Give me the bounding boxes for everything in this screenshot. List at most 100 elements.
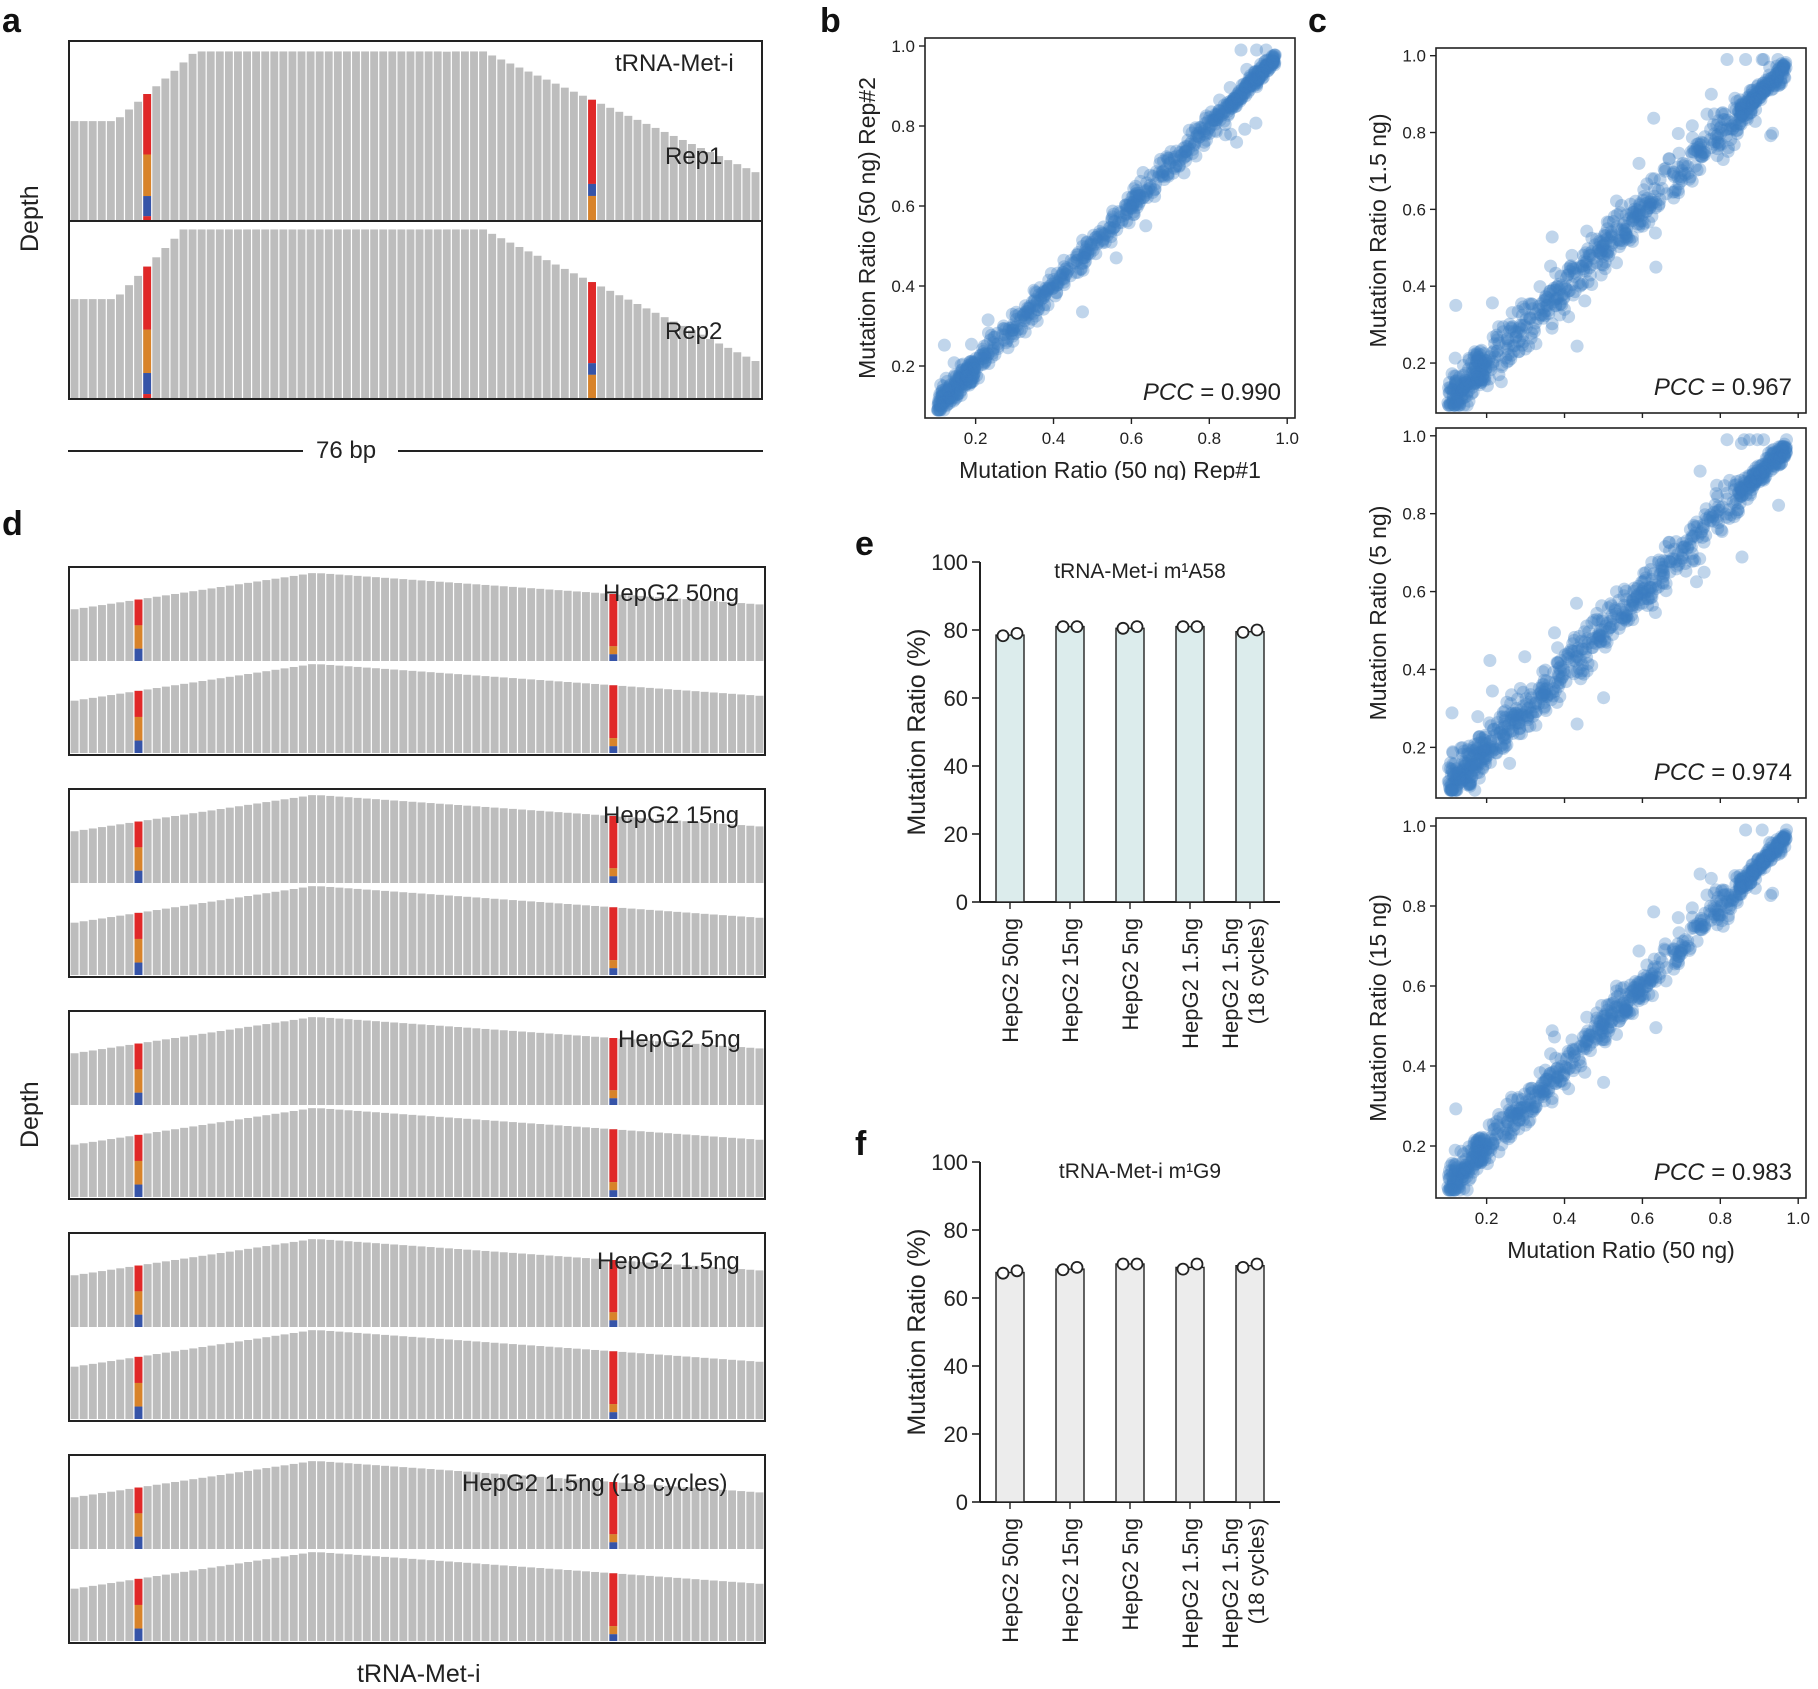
point-c3-78 (1710, 912, 1724, 926)
point-c2-748 (1748, 468, 1762, 482)
point-c3-77 (1618, 1005, 1632, 1019)
point-c3-613 (1756, 857, 1770, 871)
point-c1-450 (1561, 262, 1575, 276)
coverage-bar-d4-r2-58 (600, 1572, 609, 1641)
point-c3-160 (1557, 1077, 1571, 1091)
point-c3-662 (1500, 1123, 1514, 1136)
point-c3-84 (1597, 1017, 1610, 1031)
point-c2-8 (1765, 444, 1779, 458)
point-c1-81 (1748, 87, 1762, 101)
coverage-bar-d0-r2-11 (171, 685, 179, 753)
point-b-439 (1229, 91, 1243, 105)
coverage-bar-d0-r1-1 (79, 607, 88, 661)
point-c1-231 (1710, 142, 1724, 156)
point-c2-94 (1505, 710, 1519, 724)
point-c1-762 (1619, 227, 1633, 241)
point-c3-529 (1629, 975, 1642, 988)
coverage-bar-d2-r1-46 (490, 1029, 499, 1105)
coverage-bar-a-rep1-19 (243, 51, 251, 220)
coverage-bar-a-rep2-19 (243, 229, 251, 398)
point-c2-396 (1521, 709, 1535, 723)
coverage-bar-d4-r1-42 (454, 1471, 463, 1549)
point-b-552 (964, 374, 978, 388)
coverage-bar-d2-r1-53 (554, 1034, 563, 1105)
point-c2-700 (1452, 776, 1466, 790)
point-c2-334 (1746, 473, 1760, 487)
coverage-bar-d3-r2-66 (673, 1355, 682, 1419)
point-c2-112 (1617, 582, 1631, 596)
point-c1-300 (1748, 114, 1762, 128)
coverage-bar-d2-r2-64 (655, 1132, 663, 1197)
coverage-bar-a-rep2-24 (288, 229, 297, 398)
point-c1-257 (1683, 170, 1697, 184)
length-label: 76 bp (316, 437, 377, 464)
point-b-178 (1223, 100, 1237, 114)
coverage-bar-d3-r1-55 (572, 1257, 581, 1327)
point-c3-506 (1545, 1024, 1559, 1038)
point-b-599 (966, 365, 979, 379)
coverage-bar-a-rep1-55 (569, 91, 578, 220)
coverage-bar-d2-r1-42 (454, 1027, 463, 1105)
point-c2-719 (1637, 566, 1651, 580)
point-b-312 (961, 363, 975, 377)
point-c2-202 (1714, 523, 1728, 537)
coverage-bar-a-rep1-42 (451, 51, 460, 220)
coverage-bar-d4-r2-22 (271, 1557, 280, 1641)
point-c1-49 (1645, 209, 1659, 223)
point-c1-777 (1618, 227, 1632, 241)
point-c2-488 (1516, 699, 1530, 713)
point-b-608 (944, 393, 958, 407)
point-c2-251 (1579, 645, 1593, 659)
point-c1-363 (1451, 382, 1465, 396)
coverage-bar-d1-r2-5 (116, 915, 125, 975)
coverage-bar-a-rep1-12 (179, 62, 188, 221)
points-c3 (1441, 823, 1793, 1197)
point-c1-470 (1451, 383, 1465, 396)
point-c3-467 (1618, 999, 1632, 1013)
point-b-301 (1153, 157, 1167, 170)
point-c1-567 (1600, 222, 1614, 236)
point-c2-556 (1460, 774, 1473, 788)
point-c3-464 (1613, 1009, 1627, 1023)
point-c3-474 (1449, 1161, 1463, 1175)
point-c1-147 (1766, 82, 1780, 96)
point-b-88 (1179, 140, 1193, 153)
point-c1-582 (1681, 159, 1695, 173)
coverage-bar-d3-r1-69 (700, 1266, 709, 1327)
point-c3-392 (1549, 1064, 1563, 1078)
point-c1-549 (1476, 356, 1490, 370)
point-c1-531 (1649, 195, 1663, 209)
ytick-label-c3-4: 1.0 (1402, 817, 1426, 836)
point-c2-628 (1529, 696, 1543, 710)
coverage-bar-d1-r2-68 (691, 913, 700, 975)
point-c2-615 (1617, 598, 1631, 612)
point-c1-268 (1466, 361, 1480, 375)
coverage-bar-d3-r1-15 (207, 1254, 216, 1327)
coverage-bar-d3-r1-42 (454, 1249, 463, 1327)
coverage-bar-d1-r2-23 (280, 890, 289, 975)
point-c2-464 (1776, 442, 1790, 456)
point-c2-156 (1696, 522, 1710, 536)
sample-label-0: HepG2 50ng (603, 580, 740, 607)
point-c2-411 (1458, 755, 1472, 769)
point-c1-177 (1461, 377, 1475, 391)
point-c1-150 (1509, 330, 1523, 344)
point-c2-495 (1503, 725, 1517, 738)
point-c1-341 (1457, 359, 1470, 372)
point-b-402 (988, 348, 1002, 362)
point-c1-391 (1456, 388, 1470, 401)
point-c3-578 (1600, 1011, 1614, 1025)
coverage-bar-d1-r1-51 (536, 810, 545, 883)
coverage-bar-d3-r1-18 (234, 1250, 243, 1327)
point-c2-567 (1446, 783, 1460, 797)
coverage-bar-a-rep1-23 (279, 51, 288, 220)
point-c2-182 (1679, 564, 1693, 578)
coverage-bar-a-rep1-0 (70, 121, 79, 220)
point-c1-91 (1743, 93, 1757, 107)
point-c2-536 (1501, 719, 1515, 733)
point-c1-692 (1538, 309, 1552, 323)
point-c3-74 (1712, 907, 1725, 921)
point-c3-804 (1745, 865, 1759, 879)
point-c3-631 (1469, 1157, 1483, 1171)
point-c3-536 (1746, 868, 1760, 882)
